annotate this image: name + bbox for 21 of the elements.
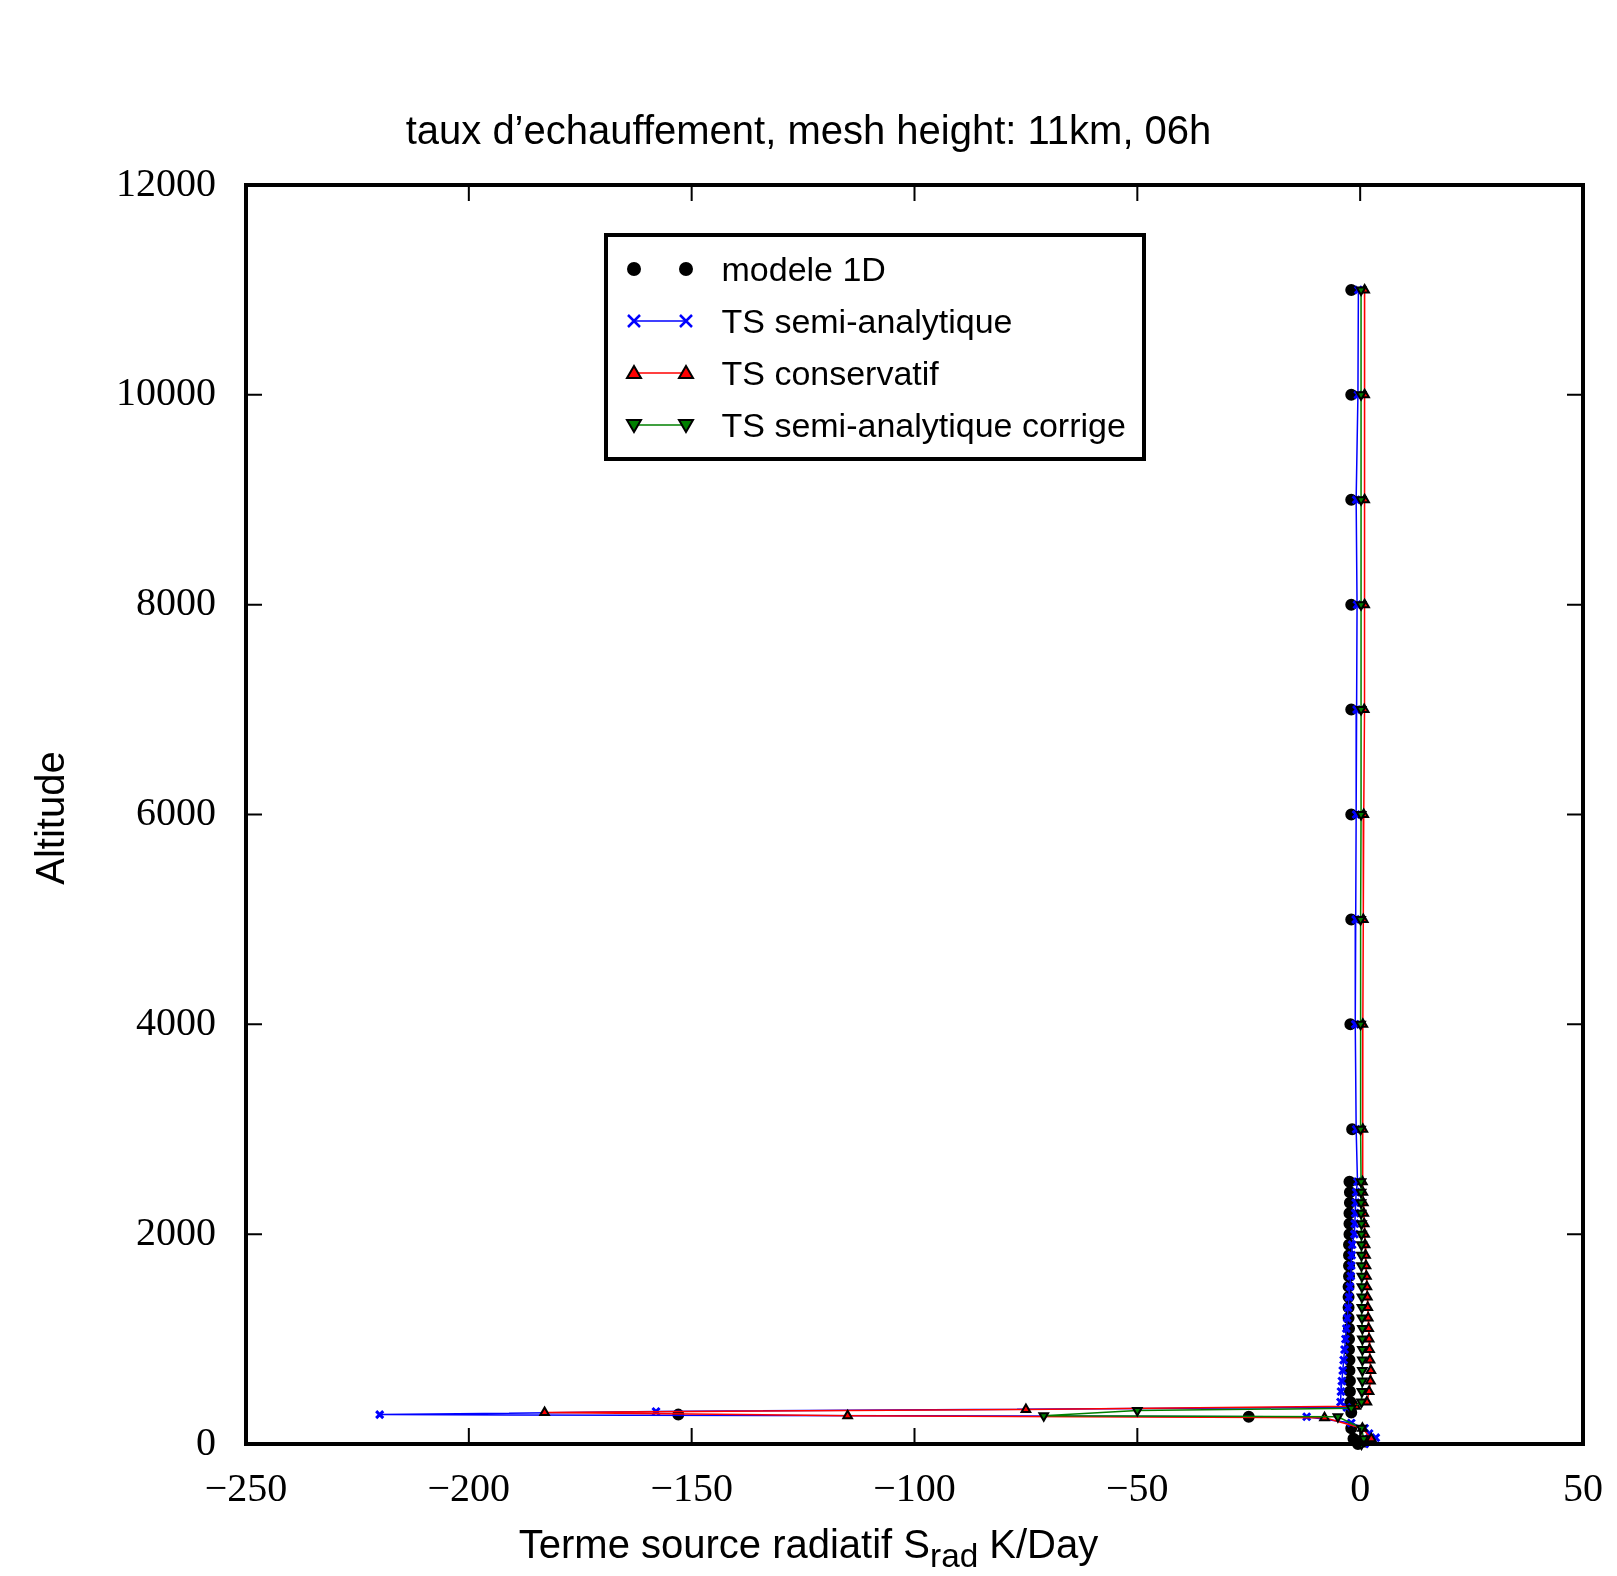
x-tick-label: 50 (1563, 1464, 1603, 1510)
y-tick-label: 0 (196, 1418, 216, 1464)
y-tick-label: 2000 (136, 1208, 216, 1254)
legend-label: TS semi-analytique corrige (721, 405, 1126, 445)
x-tick-label: −150 (650, 1464, 733, 1510)
legend-label: TS semi-analytique (721, 301, 1013, 341)
y-axis-title: Altitude (27, 751, 73, 885)
legend-label: TS conservatif (721, 353, 939, 393)
chart-title: taux d’echauffement, mesh height: 11km, 06h (404, 108, 1213, 153)
y-tick-label: 6000 (136, 789, 216, 834)
x-tick-label: 0 (1350, 1464, 1371, 1510)
legend-label: modele 1D (721, 249, 886, 289)
y-tick-label: 12000 (116, 159, 216, 205)
x-tick-label: −50 (1106, 1464, 1169, 1510)
x-tick-label: −200 (427, 1464, 511, 1510)
x-tick-label: −100 (873, 1464, 956, 1510)
x-axis-title: Terme source radiatif S$_{rad}$ K/Day (517, 1522, 1100, 1575)
x-tick-label: −250 (204, 1464, 288, 1510)
y-tick-label: 4000 (136, 998, 216, 1044)
y-tick-label: 8000 (136, 579, 216, 625)
y-tick-label: 10000 (116, 369, 216, 415)
